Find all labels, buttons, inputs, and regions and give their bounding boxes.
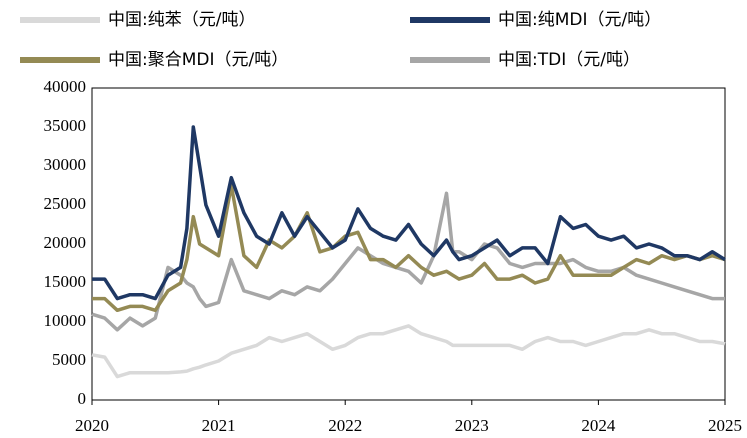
y-tick-label: 40000 xyxy=(44,77,87,96)
line-series xyxy=(92,183,726,313)
x-tick-label: 2023 xyxy=(455,416,489,435)
y-tick-label: 25000 xyxy=(44,194,87,213)
x-tick-label: 2021 xyxy=(202,416,236,435)
y-tick-label: 15000 xyxy=(44,272,87,291)
legend-label: 中国:聚合MDI（元/吨） xyxy=(108,50,288,70)
y-tick-label: 0 xyxy=(78,389,87,408)
x-tick-label: 2024 xyxy=(581,416,616,435)
y-tick-label: 5000 xyxy=(52,350,86,369)
y-tick-label: 10000 xyxy=(44,311,87,330)
x-tick-label: 2022 xyxy=(328,416,362,435)
y-tick-label: 20000 xyxy=(44,233,87,252)
legend-label: 中国:纯苯（元/吨） xyxy=(108,10,255,30)
x-tick-label: 2025 xyxy=(708,416,742,435)
line-series xyxy=(92,125,726,301)
legend-label: 中国:TDI（元/吨） xyxy=(498,50,640,70)
line-series xyxy=(91,324,726,379)
y-tick-label: 30000 xyxy=(44,155,87,174)
line-series xyxy=(91,191,725,332)
plot-frame xyxy=(91,87,726,401)
y-tick-label: 35000 xyxy=(44,116,87,135)
legend-label: 中国:纯MDI（元/吨） xyxy=(498,10,661,30)
x-tick-label: 2020 xyxy=(75,416,109,435)
